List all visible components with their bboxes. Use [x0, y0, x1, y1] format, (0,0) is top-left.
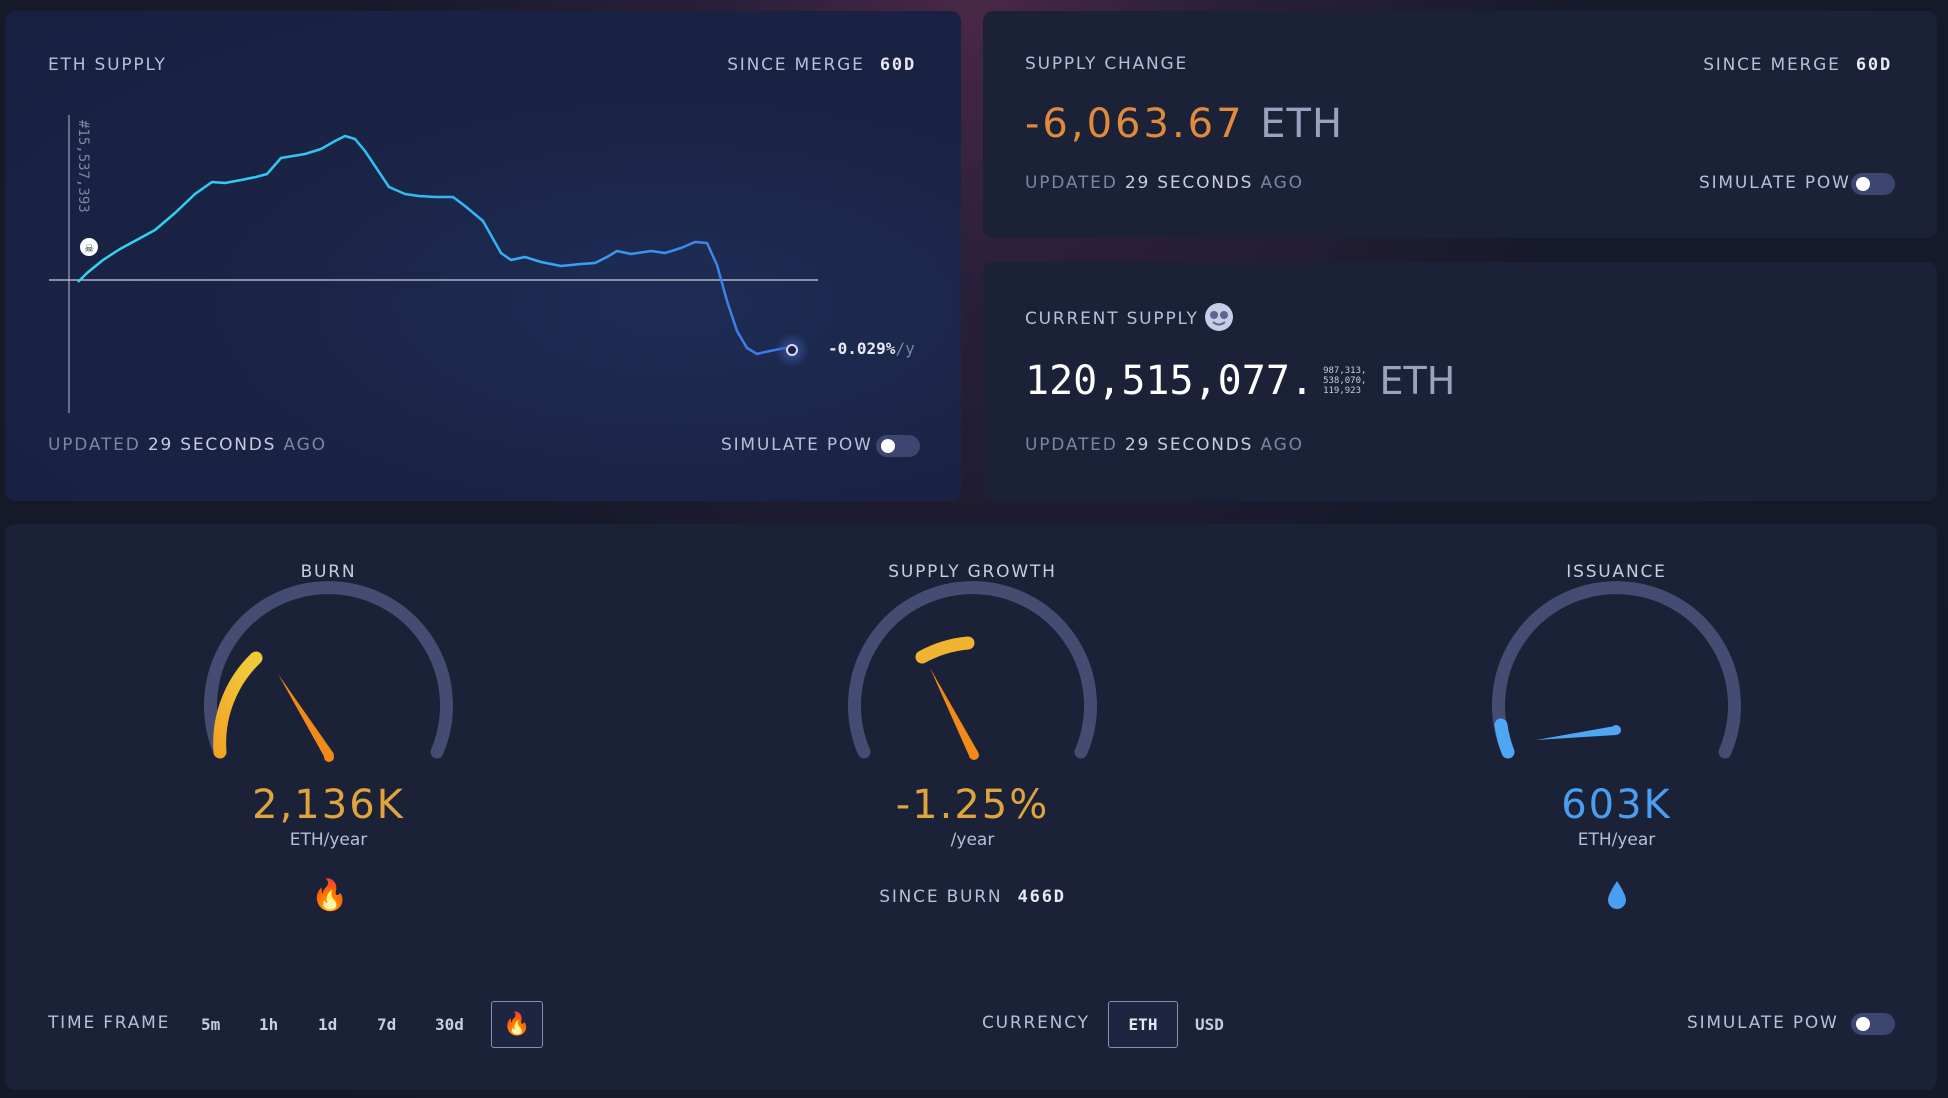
gauges-panel: BURN 2,136K ETH/year 🔥 SUPPLY GROWTH -1.… — [5, 524, 1937, 1090]
issuance-dial — [1492, 581, 1741, 759]
time-frame-30d[interactable]: 30d — [435, 1015, 464, 1034]
current-supply-decimals: 987,313, 538,070, 119,923 — [1323, 366, 1366, 396]
updated-value: 29 SECONDS — [147, 435, 277, 455]
supply-growth-gauge: SUPPLY GROWTH -1.25% /year — [820, 562, 1125, 862]
updated-suffix: AGO — [283, 435, 327, 455]
simulate-pow-toggle[interactable] — [1851, 1013, 1895, 1035]
supply-change-unit: ETH — [1260, 101, 1344, 147]
supply-change-title: SUPPLY CHANGE — [1025, 54, 1189, 74]
chart-end-point — [786, 344, 798, 356]
supply-rate: -0.029%/y — [828, 339, 915, 358]
time-frame-1d[interactable]: 1d — [318, 1015, 338, 1034]
svg-text:☠: ☠ — [84, 242, 94, 255]
currency-usd-button[interactable]: USD — [1195, 1015, 1224, 1034]
eth-supply-title: ETH SUPPLY — [48, 55, 167, 75]
since-burn-value: 466d — [1017, 887, 1066, 907]
since-merge-value: 60d — [1855, 55, 1892, 75]
fire-icon: 🔥 — [311, 878, 349, 913]
simulate-pow-toggle[interactable] — [1851, 173, 1895, 195]
updated-value: 29 SECONDS — [1124, 173, 1254, 193]
simulate-pow-label: SIMULATE PoW — [1699, 173, 1851, 193]
current-supply-panel: CURRENT SUPPLY 120,515,077. 987,313, 538… — [983, 262, 1937, 501]
current-supply-title: CURRENT SUPPLY — [1025, 309, 1199, 329]
since-merge-label: SINCE MERGE — [1703, 55, 1841, 75]
current-supply-unit: ETH — [1379, 359, 1456, 403]
supply-rate-unit: /y — [895, 339, 915, 358]
issuance-gauge: ISSUANCE 603K ETH/year — [1464, 562, 1769, 862]
simulate-pow-label: SIMULATE PoW — [721, 435, 873, 455]
merge-marker — [80, 238, 98, 256]
since-burn-label: SINCE BURN — [879, 887, 1003, 907]
supply-line — [77, 134, 792, 356]
updated-suffix: AGO — [1260, 435, 1304, 455]
updated-prefix: UPDATED — [48, 435, 141, 455]
time-frame-7d[interactable]: 7d — [377, 1015, 397, 1034]
current-supply-value: 120,515,077. — [1025, 358, 1314, 404]
updated-prefix: UPDATED — [1025, 435, 1118, 455]
burn-title: BURN — [300, 562, 357, 582]
time-frame-since-burn-button[interactable]: 🔥 — [491, 1001, 543, 1048]
eth-supply-chart: ☠ — [49, 115, 818, 413]
issuance-title: ISSUANCE — [1566, 562, 1667, 582]
fire-icon: 🔥 — [503, 1012, 531, 1037]
current-supply-value-row: 120,515,077. 987,313, 538,070, 119,923 E… — [1025, 358, 1455, 408]
burn-value: 2,136K — [252, 782, 405, 828]
supply-change-value-row: -6,063.67 ETH — [1025, 101, 1343, 147]
eth-supply-updated: UPDATED 29 SECONDS AGO — [48, 435, 327, 455]
updated-prefix: UPDATED — [1025, 173, 1118, 193]
supply-growth-needle — [930, 668, 978, 758]
decimals-line-3: 119,923 — [1323, 386, 1362, 396]
supply-growth-value: -1.25% — [895, 782, 1050, 828]
since-merge-label: SINCE MERGE — [727, 55, 865, 75]
decimals-line-2: 538,070, — [1323, 376, 1367, 386]
time-frame-5m[interactable]: 5m — [201, 1015, 221, 1034]
ultrasound-bat-icon — [1205, 303, 1233, 331]
issuance-unit: ETH/year — [1577, 830, 1656, 850]
block-marker: #15,537,393 — [75, 120, 91, 213]
since-burn: SINCE BURN 466d — [820, 887, 1125, 907]
time-frame-label: TIME FRAME — [48, 1013, 171, 1033]
updated-suffix: AGO — [1260, 173, 1304, 193]
supply-change-updated: UPDATED 29 SECONDS AGO — [1025, 173, 1304, 193]
burn-needle — [278, 674, 334, 760]
supply-growth-unit: /year — [950, 830, 995, 850]
supply-rate-value: -0.029% — [828, 339, 896, 358]
currency-eth-button[interactable]: ETH — [1108, 1001, 1178, 1048]
eth-supply-panel: ETH SUPPLY SINCE MERGE 60d ☠ #15,537,393… — [5, 11, 961, 501]
updated-value: 29 SECONDS — [1124, 435, 1254, 455]
since-merge: SINCE MERGE 60d — [727, 55, 916, 75]
burn-dial — [204, 581, 453, 762]
issuance-value: 603K — [1561, 782, 1672, 828]
issuance-needle — [1536, 726, 1616, 740]
simulate-pow-toggle[interactable] — [876, 435, 920, 457]
supply-change-since-merge: SINCE MERGE 60d — [1703, 55, 1892, 75]
supply-change-panel: SUPPLY CHANGE SINCE MERGE 60d -6,063.67 … — [983, 11, 1937, 238]
time-frame-1h[interactable]: 1h — [259, 1015, 279, 1034]
since-merge-value: 60d — [879, 55, 916, 75]
burn-gauge: BURN 2,136K ETH/year — [176, 562, 481, 862]
burn-unit: ETH/year — [289, 830, 368, 850]
current-supply-updated: UPDATED 29 SECONDS AGO — [1025, 435, 1304, 455]
supply-change-value: -6,063.67 — [1025, 101, 1245, 147]
currency-label: CURRENCY — [982, 1013, 1090, 1033]
decimals-line-1: 987,313, — [1323, 366, 1367, 376]
supply-growth-title: SUPPLY GROWTH — [888, 562, 1057, 582]
supply-growth-dial — [848, 581, 1097, 760]
simulate-pow-label: SIMULATE PoW — [1687, 1013, 1839, 1033]
droplet-icon — [1608, 881, 1626, 909]
